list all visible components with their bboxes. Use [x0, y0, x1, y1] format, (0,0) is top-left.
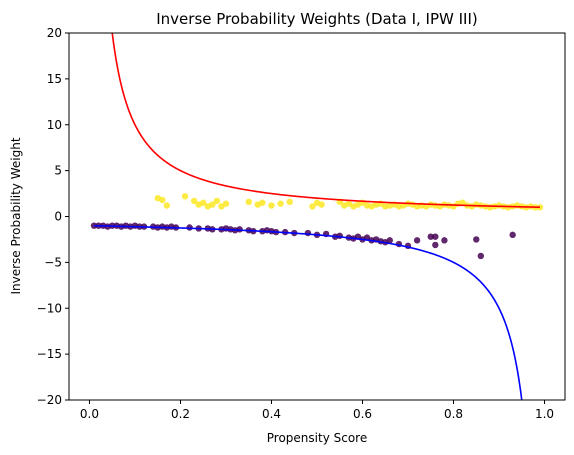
- x-tick-label: 0.0: [80, 407, 99, 421]
- y-tick-label: −10: [37, 301, 62, 315]
- y-tick-label: 15: [47, 72, 62, 86]
- y-tick-label: 5: [54, 164, 62, 178]
- curve-control: [94, 224, 523, 400]
- scatter-point: [181, 193, 189, 200]
- scatter-point: [159, 196, 166, 204]
- y-tick-label: 20: [47, 26, 62, 40]
- plot-background: [69, 33, 565, 400]
- scatter-point: [432, 233, 439, 240]
- plot-layer: [94, 33, 540, 400]
- scatter-point: [477, 252, 485, 260]
- scatter-point: [213, 197, 221, 205]
- scatter-point: [432, 241, 439, 249]
- scatter-point: [304, 229, 312, 237]
- y-tick-label: −5: [44, 255, 62, 269]
- scatter-point: [336, 232, 343, 239]
- scatter-point: [90, 222, 98, 229]
- x-tick-label: 0.2: [171, 407, 190, 421]
- x-axis-ticks: 0.0 0.2 0.4 0.6 0.8 1.0: [80, 400, 554, 421]
- scatter-point: [277, 200, 284, 207]
- scatter-point: [190, 197, 198, 205]
- scatter-point: [536, 204, 544, 211]
- y-tick-label: −15: [37, 347, 62, 361]
- chart-title: Inverse Probability Weights (Data I, IPW…: [156, 10, 478, 28]
- y-tick-label: 0: [54, 210, 62, 224]
- x-axis-label: Propensity Score: [267, 431, 367, 445]
- scatter-point: [163, 202, 171, 209]
- scatter-point: [209, 201, 216, 208]
- scatter-point: [441, 237, 448, 244]
- scatter-point: [268, 202, 275, 209]
- x-tick-label: 0.4: [262, 407, 281, 421]
- scatter-point: [245, 198, 252, 206]
- scatter-point: [286, 198, 293, 206]
- scatter-point: [386, 237, 394, 244]
- scatter-point: [413, 237, 421, 244]
- x-tick-label: 0.6: [353, 407, 372, 421]
- x-tick-label: 0.8: [444, 407, 463, 421]
- scatter-point: [509, 231, 516, 239]
- x-tick-label: 1.0: [535, 407, 554, 421]
- y-axis-ticks: 20 15 10 5 0 −5 −10 −15 −20: [37, 26, 69, 407]
- scatter-point: [318, 201, 325, 208]
- scatter-point: [222, 200, 230, 207]
- scatter-point: [473, 236, 480, 243]
- curve-treated: [111, 33, 540, 209]
- scatter-point: [259, 199, 266, 206]
- y-tick-label: −20: [37, 393, 62, 407]
- y-tick-label: 10: [47, 118, 62, 132]
- scatter-point: [309, 203, 316, 210]
- y-axis-label: Inverse Probability Weight: [9, 137, 23, 294]
- scatter-point: [427, 233, 434, 240]
- scatter-point: [200, 199, 207, 206]
